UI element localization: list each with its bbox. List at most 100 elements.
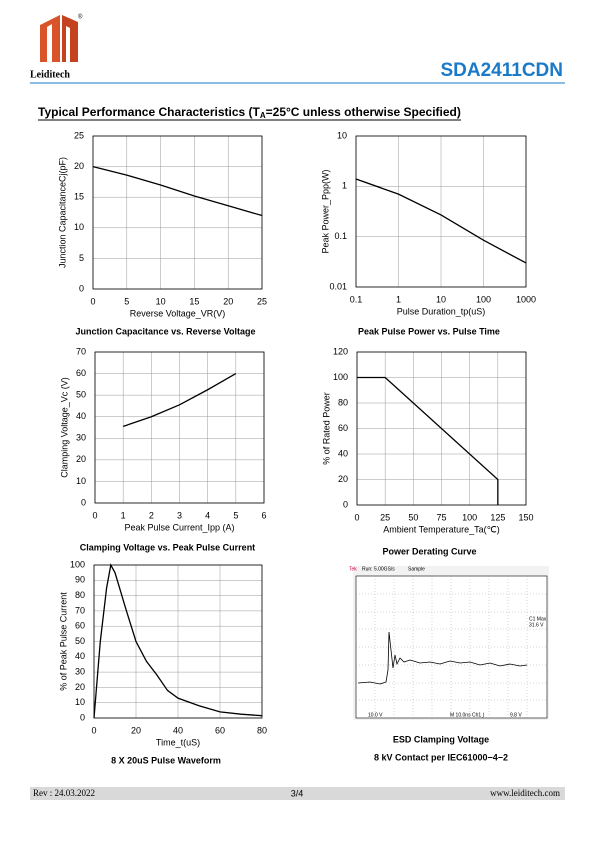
esd-caption: ESD Clamping Voltage <box>393 734 489 744</box>
x-tick-label: 100 <box>476 294 491 304</box>
y-tick-label: 20 <box>338 474 348 484</box>
data-line <box>93 563 263 719</box>
x-tick-label: 25 <box>257 296 267 306</box>
x-tick-label: 0 <box>354 512 359 522</box>
x-tick-label: 80 <box>257 725 267 735</box>
x-tick-label: 3 <box>177 510 182 520</box>
y-tick-label: 10 <box>75 697 85 707</box>
scope-measure-value: 31.6 V <box>529 622 544 628</box>
plot-frame <box>94 351 265 504</box>
y-tick-label: 20 <box>76 454 86 464</box>
brand: Leiditech <box>30 69 70 80</box>
plot-frame <box>355 135 527 288</box>
y-tick-label: 40 <box>338 448 348 458</box>
x-tick-label: 75 <box>436 512 446 522</box>
y-tick-label: 60 <box>338 423 348 433</box>
data-line <box>355 178 527 264</box>
x-tick-label: 1 <box>396 294 401 304</box>
chart-caption: Clamping Voltage vs. Peak Pulse Current <box>80 542 255 552</box>
y-tick-label: 20 <box>75 682 85 692</box>
x-tick-label: 25 <box>380 512 390 522</box>
registered-mark: ® <box>78 14 83 21</box>
y-tick-label: 10 <box>337 130 347 140</box>
x-tick-label: 60 <box>215 725 225 735</box>
y-tick-label: 80 <box>75 590 85 600</box>
footer-bar <box>30 787 565 800</box>
x-axis-label: Peak Pulse Current_Ipp (A) <box>124 522 234 532</box>
logo <box>40 15 78 62</box>
scope-timebase: M 10.0ns Ch1 ∫ <box>450 712 485 718</box>
x-tick-label: 1000 <box>516 294 536 304</box>
y-tick-label: 0 <box>80 712 85 722</box>
section-title: Typical Performance Characteristics (TA=… <box>38 105 461 120</box>
x-tick-label: 15 <box>189 296 199 306</box>
scope-status: Run: 5.00GS/s <box>362 566 395 572</box>
data-line <box>357 376 499 505</box>
x-axis-label: Ambient Temperature_Ta(℃) <box>383 524 500 534</box>
part-number: SDA2411CDN <box>441 60 564 81</box>
y-tick-label: 40 <box>76 411 86 421</box>
footer-revision: Rev : 24.03.2022 <box>33 788 95 798</box>
y-tick-label: 25 <box>74 130 84 140</box>
x-tick-label: 125 <box>490 512 505 522</box>
y-tick-label: 5 <box>79 253 84 263</box>
x-tick-label: 0 <box>91 725 96 735</box>
esd-subcaption: 8 kV Contact per IEC61000−4−2 <box>374 752 508 762</box>
y-tick-label: 1 <box>342 181 347 191</box>
scope-label: Tek <box>349 566 357 572</box>
x-tick-label: 0 <box>92 510 97 520</box>
x-tick-label: 100 <box>462 512 477 522</box>
y-tick-label: 70 <box>75 605 85 615</box>
y-tick-label: 0.01 <box>329 281 347 291</box>
x-tick-label: 1 <box>121 510 126 520</box>
chart-caption: Junction Capacitance vs. Reverse Voltage <box>76 326 256 336</box>
y-tick-label: 80 <box>338 397 348 407</box>
x-tick-label: 40 <box>173 725 183 735</box>
y-axis-label: % of Rated Power <box>321 392 331 465</box>
y-tick-label: 100 <box>333 372 348 382</box>
scope-mode: Sample <box>408 566 425 572</box>
y-axis-label: Peak Power_Ppp(W) <box>320 169 330 253</box>
y-tick-label: 60 <box>75 621 85 631</box>
esd-scope: Tek Run: 5.00GS/s Sample C1 Max 31.6 V 1… <box>349 566 549 720</box>
data-line <box>92 165 263 217</box>
scope-ch1-scale: 10.0 V <box>368 712 383 718</box>
y-tick-label: 40 <box>75 651 85 661</box>
x-tick-label: 20 <box>131 725 141 735</box>
footer-website: www.leiditech.com <box>490 788 560 798</box>
y-axis-label: Clamping Voltage_Vc (V) <box>59 377 69 478</box>
y-tick-label: 10 <box>76 476 86 486</box>
chart-caption: Power Derating Curve <box>382 546 476 556</box>
x-tick-label: 5 <box>124 296 129 306</box>
y-tick-label: 30 <box>75 666 85 676</box>
y-tick-label: 0.1 <box>334 231 347 241</box>
footer-page: 3/4 <box>291 788 304 798</box>
data-line <box>122 373 237 428</box>
y-tick-label: 90 <box>75 575 85 585</box>
y-tick-label: 0 <box>343 499 348 509</box>
x-tick-label: 4 <box>205 510 210 520</box>
x-axis-label: Pulse Duration_tp(uS) <box>397 306 486 316</box>
y-axis-label: % of Peak Pulse Current <box>58 592 68 691</box>
y-tick-label: 70 <box>76 346 86 356</box>
chart-caption: Peak Pulse Power vs. Pulse Time <box>358 326 500 336</box>
y-tick-label: 100 <box>70 559 85 569</box>
y-tick-label: 0 <box>81 497 86 507</box>
y-tick-label: 30 <box>76 433 86 443</box>
x-tick-label: 150 <box>518 512 533 522</box>
x-tick-label: 2 <box>149 510 154 520</box>
y-tick-label: 0 <box>79 283 84 293</box>
chart-caption: 8 X 20uS Pulse Waveform <box>111 755 221 765</box>
plot-frame <box>92 135 263 290</box>
plot-frame <box>356 351 527 506</box>
scope-trigger: 9.8 V <box>510 712 522 718</box>
y-tick-label: 120 <box>333 346 348 356</box>
x-tick-label: 20 <box>223 296 233 306</box>
x-tick-label: 10 <box>156 296 166 306</box>
x-axis-label: Reverse Voltage_VR(V) <box>130 308 226 318</box>
y-axis-label: Junction CapacitanceCj(pF) <box>57 157 67 268</box>
y-tick-label: 50 <box>75 636 85 646</box>
y-tick-label: 50 <box>76 390 86 400</box>
x-tick-label: 50 <box>408 512 418 522</box>
